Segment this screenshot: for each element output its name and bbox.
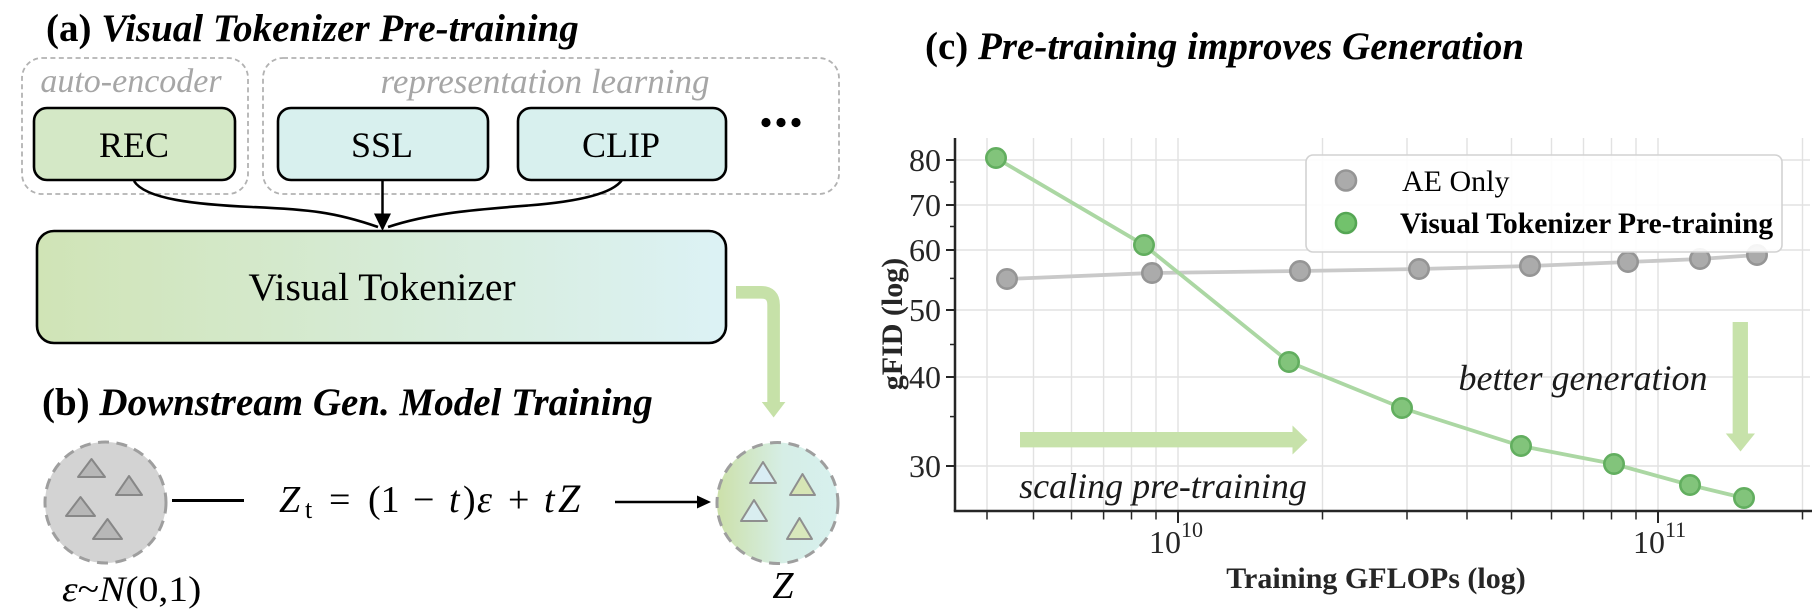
svg-text:Visual Tokenizer: Visual Tokenizer bbox=[248, 265, 515, 309]
svg-text:40: 40 bbox=[909, 359, 941, 395]
svg-text:1010: 1010 bbox=[1149, 517, 1203, 560]
svg-text:(b) Downstream Gen. Model Trai: (b) Downstream Gen. Model Training bbox=[42, 381, 653, 424]
svg-text:scaling pre-training: scaling pre-training bbox=[1019, 466, 1307, 506]
svg-text:CLIP: CLIP bbox=[582, 125, 660, 165]
svg-text:1011: 1011 bbox=[1633, 517, 1686, 560]
svg-text:30: 30 bbox=[909, 448, 941, 484]
svg-text:70: 70 bbox=[909, 187, 941, 223]
svg-text:60: 60 bbox=[909, 232, 941, 268]
svg-text:gFID (log): gFID (log) bbox=[876, 258, 909, 390]
svg-text:representation learning: representation learning bbox=[381, 62, 710, 101]
svg-text:50: 50 bbox=[909, 292, 941, 328]
svg-text:REC: REC bbox=[99, 125, 169, 165]
svg-text:SSL: SSL bbox=[351, 125, 413, 165]
svg-text:(a) Visual Tokenizer Pre-train: (a) Visual Tokenizer Pre-training bbox=[46, 7, 579, 50]
svg-text:Z: Z bbox=[772, 565, 794, 607]
svg-text:better generation: better generation bbox=[1459, 358, 1708, 398]
svg-text:auto-encoder: auto-encoder bbox=[40, 63, 222, 100]
svg-text:Visual Tokenizer Pre-training: Visual Tokenizer Pre-training bbox=[1400, 208, 1773, 240]
svg-text:Zt=(1−t)ε+tZ: Zt = (1− t)ε + tZ bbox=[279, 476, 581, 524]
svg-text:80: 80 bbox=[909, 142, 941, 178]
svg-text:ε~N(0,1): ε~N(0,1) bbox=[62, 570, 201, 610]
svg-text:AE Only: AE Only bbox=[1402, 165, 1510, 198]
svg-text:Training GFLOPs (log): Training GFLOPs (log) bbox=[1226, 562, 1525, 595]
svg-text:(c) Pre-training improves Gene: (c) Pre-training improves Generation bbox=[925, 25, 1524, 68]
